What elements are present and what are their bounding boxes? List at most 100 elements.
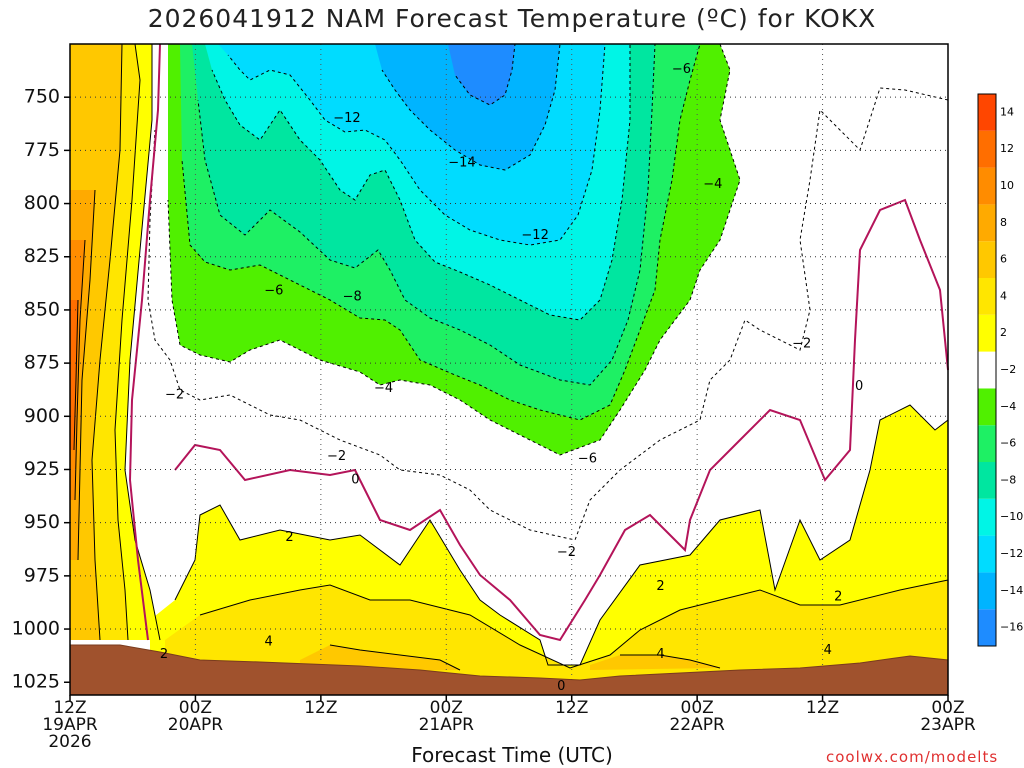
y-tick-label: 1000 — [12, 618, 60, 640]
contour-line-warm-8-left — [77, 189, 96, 561]
contour-line-warm-4-left — [114, 43, 141, 641]
contour-line-minus4 — [167, 43, 741, 456]
colorbar-swatch — [978, 388, 996, 426]
contour-line-minus2 — [147, 43, 949, 541]
y-tick-label: 925 — [24, 458, 60, 480]
colorbar-swatch — [978, 314, 996, 352]
chart-title: 2026041912 NAM Forecast Temperature (ºC)… — [147, 4, 877, 33]
contour-line-warm-10-left — [74, 239, 86, 501]
x-tick-label: 12Z — [304, 698, 337, 718]
colorbar-swatch — [978, 167, 996, 205]
colorbar-tick-label: −12 — [1000, 547, 1023, 560]
contour-line-minus8 — [192, 43, 656, 386]
colorbar-swatch — [978, 351, 996, 389]
contour-line-minus14 — [375, 43, 561, 171]
y-tick-label: 825 — [24, 245, 60, 267]
contour-label: −6 — [578, 451, 597, 466]
colorbar-frame — [977, 93, 997, 647]
x-tick-label: 22APR — [669, 715, 725, 735]
contour-label: 2 — [656, 579, 664, 594]
x-axis-label: Forecast Time (UTC) — [411, 743, 613, 767]
x-tick-label: 12Z — [806, 698, 839, 718]
contour-label: −2 — [165, 388, 184, 403]
contour-label: 4 — [824, 643, 832, 658]
contour-line-warm-2-left — [124, 44, 161, 641]
ground-terrain — [69, 644, 949, 696]
contour-label: −4 — [374, 381, 393, 396]
region-warm-6-right — [590, 655, 720, 670]
contour-label: −6 — [264, 283, 283, 298]
contour-label: 2 — [160, 647, 168, 662]
contour-label: −12 — [333, 111, 360, 126]
colorbar-swatch — [978, 241, 996, 278]
contour-label: −14 — [448, 156, 475, 171]
contour-labels: −12 −14 −12 −6 −4 −6 −8 −2 −4 −2 −6 −2 0 0 2 −2 2 2 2 4 4 4 0 — [160, 62, 863, 694]
contour-label: −2 — [792, 336, 811, 351]
colorbar-tick-label: 6 — [1000, 253, 1007, 266]
colorbar-swatch — [978, 94, 996, 131]
contour-line-warm-4-lower — [199, 579, 949, 680]
contour-line-warm-6-lower — [329, 644, 461, 671]
colorbar-tick-label: −8 — [1000, 473, 1016, 486]
colorbar-swatch — [978, 535, 996, 573]
y-tick-label: 875 — [24, 352, 60, 374]
region-cold-minus14 — [375, 44, 560, 170]
contour-label: 2 — [285, 530, 293, 545]
x-tick-label: 00Z — [179, 698, 212, 718]
contour-label: −12 — [521, 228, 548, 243]
y-tick-label: 1025 — [12, 671, 60, 693]
contour-line-minus12 — [218, 43, 606, 246]
colorbar-swatch — [978, 462, 996, 499]
x-tick-label: 20APR — [168, 715, 224, 735]
x-tick-label: 00Z — [681, 698, 714, 718]
colorbar-tick-label: −6 — [1000, 437, 1016, 450]
colorbar-swatch — [978, 498, 996, 536]
colorbar-swatch — [978, 425, 996, 462]
ground-fill — [69, 644, 949, 696]
region-cold-minus16 — [448, 44, 515, 105]
y-tick-label: 775 — [24, 139, 60, 161]
colorbar-swatch — [978, 609, 996, 646]
x-tick-label: 00Z — [430, 698, 463, 718]
grid-lines — [70, 44, 948, 695]
plot-frame — [69, 43, 949, 696]
colorbar: −16 −14 −12 −10 −8 −6 −4 −2 2 4 6 8 10 12 14 — [977, 93, 1023, 647]
x-tick-label: 00Z — [931, 698, 964, 718]
colorbar-tick-label: 4 — [1000, 289, 1007, 302]
contour-line-minus10 — [205, 43, 631, 321]
x-tick-label: 19APR — [42, 715, 98, 735]
axes: 750 775 800 825 850 875 900 925 950 975 1000 1025 12… — [12, 43, 976, 752]
colorbar-tick-label: −2 — [1000, 363, 1016, 376]
contour-label: −2 — [557, 545, 576, 560]
contour-line-zero-left — [128, 43, 161, 641]
colorbar-tick-label: −16 — [1000, 621, 1023, 634]
y-tick-label: 850 — [24, 298, 60, 320]
contour-label: −6 — [672, 62, 691, 77]
colorbar-swatch — [978, 204, 996, 242]
contour-label: −4 — [703, 177, 722, 192]
x-tick-label: 23APR — [920, 715, 976, 735]
colorbar-swatch — [978, 278, 996, 315]
colorbar-tick-label: 10 — [1000, 179, 1014, 192]
region-warm-12-left — [70, 300, 78, 450]
temperature-fill-layer — [70, 44, 948, 695]
credit-text: coolwx.com/modelts — [826, 748, 999, 766]
colorbar-tick-label: −10 — [1000, 510, 1023, 523]
y-tick-label: 800 — [24, 192, 60, 214]
x-tick-label: 12Z — [53, 698, 86, 718]
contour-line-zero-main — [174, 198, 949, 642]
colorbar-tick-label: −4 — [1000, 400, 1016, 413]
colorbar-tick-label: 2 — [1000, 326, 1007, 339]
contour-label: 0 — [351, 473, 359, 488]
colorbar-swatch — [978, 572, 996, 610]
contour-line-warm-12-left — [73, 299, 79, 451]
contour-label: −2 — [327, 449, 346, 464]
x-tick-label: 21APR — [419, 715, 475, 735]
colorbar-tick-label: 12 — [1000, 142, 1014, 155]
contour-label: −8 — [343, 290, 362, 305]
contour-label: 0 — [557, 679, 565, 694]
colorbar-tick-label: −14 — [1000, 584, 1023, 597]
y-tick-label: 900 — [24, 405, 60, 427]
y-tick-label: 975 — [24, 564, 60, 586]
